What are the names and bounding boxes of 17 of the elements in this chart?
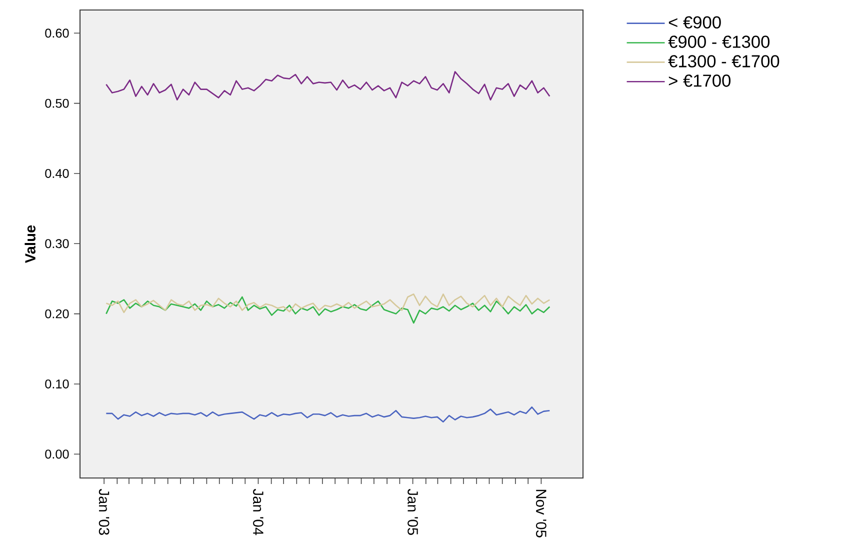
legend-label: < €900 [668, 16, 721, 29]
line-series [106, 296, 550, 324]
y-tick-label: 0.00 [45, 450, 69, 459]
y-axis-title: Value [24, 225, 36, 264]
x-tick-label: Jan '05 [408, 488, 418, 535]
x-tick-label: Jan '03 [98, 488, 110, 535]
x-tick-label: Nov '05 [536, 490, 546, 538]
legend-label: €1300 - €1700 [668, 55, 780, 68]
y-tick-label: 0.30 [45, 239, 69, 248]
y-tick-label: 0.20 [45, 309, 69, 318]
y-tick-label: 0.50 [45, 98, 69, 108]
y-tick-label: 0.60 [45, 28, 69, 38]
y-tick-label: 0.40 [45, 168, 69, 178]
legend-label: > €1700 [668, 74, 731, 87]
y-tick-label: 0.10 [45, 379, 69, 388]
x-tick-label: Jan '04 [253, 488, 264, 536]
legend-label: €900 - €1300 [668, 36, 770, 48]
